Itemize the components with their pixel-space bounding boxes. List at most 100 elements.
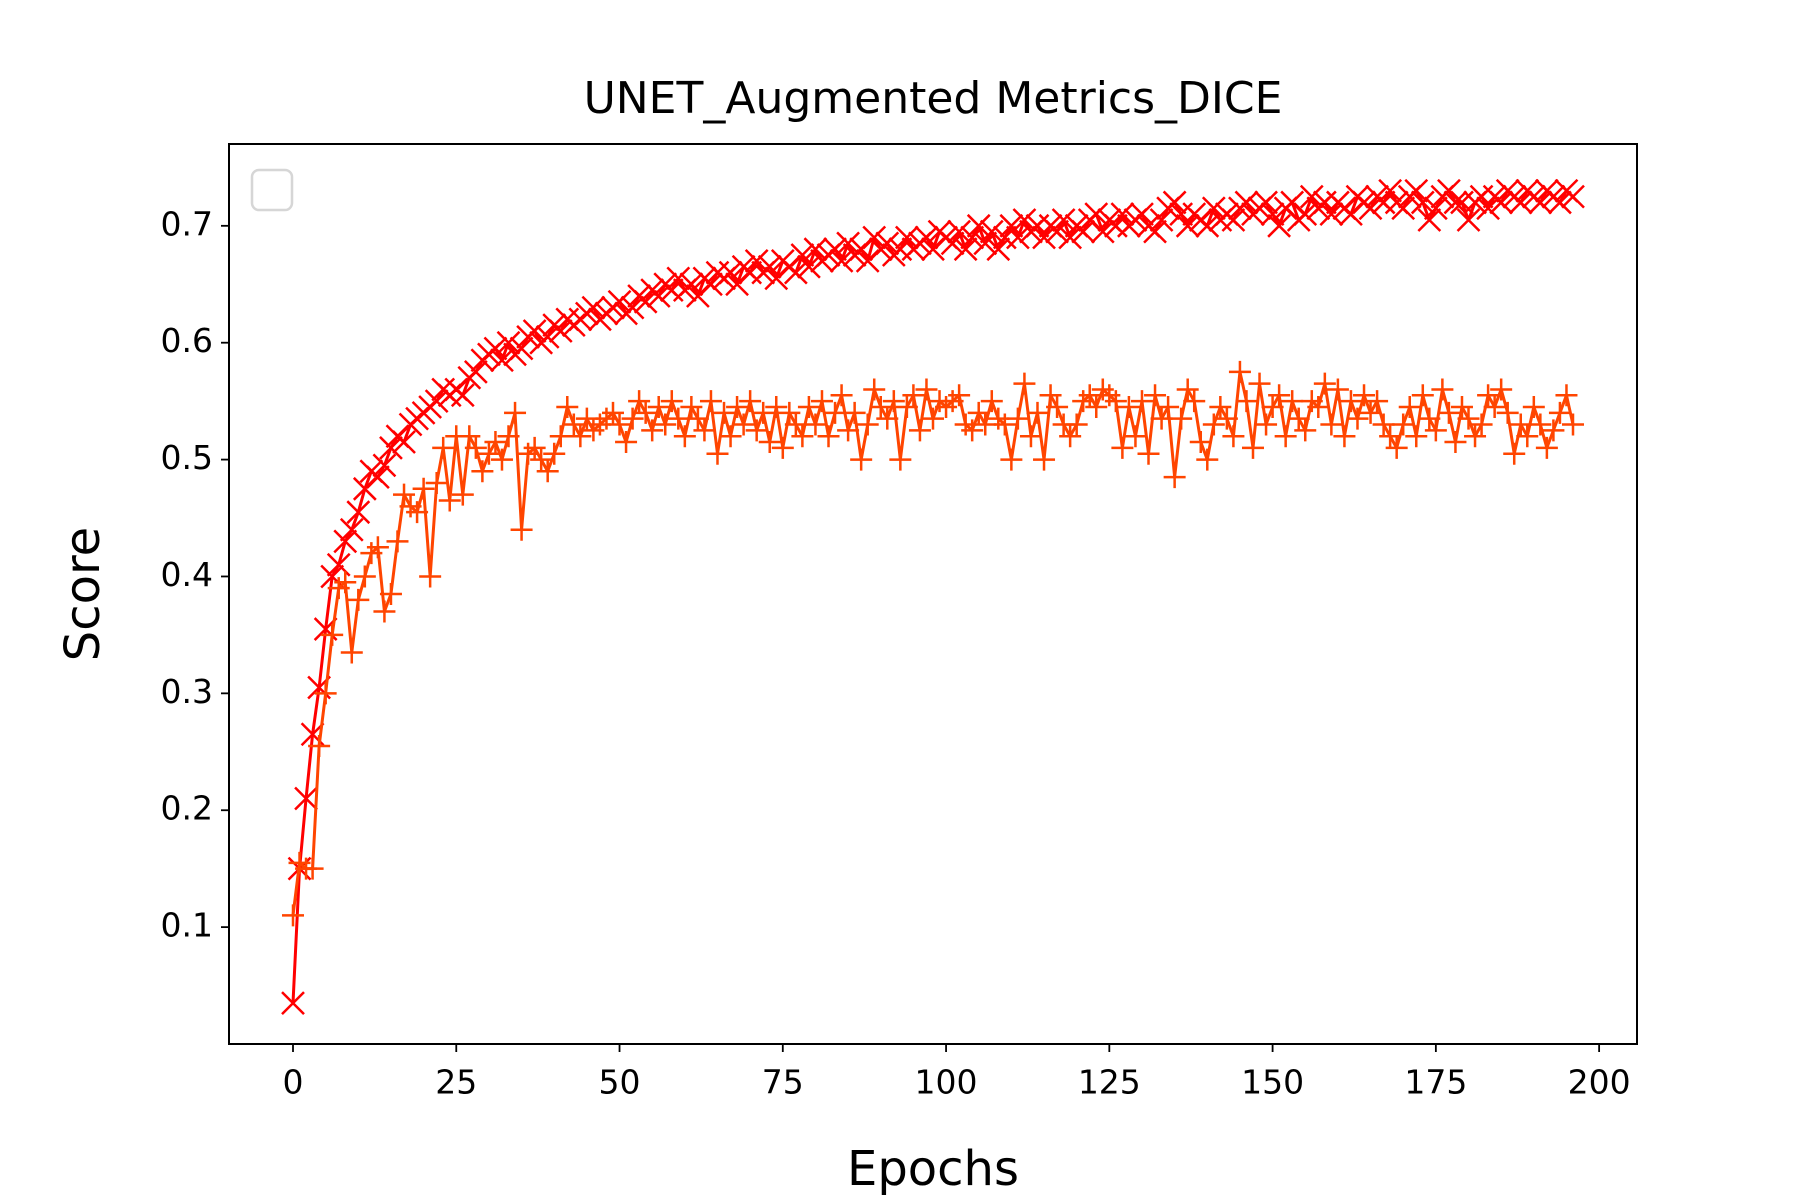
point-marker [1274,425,1297,448]
point-marker [1359,401,1382,424]
point-marker [973,231,998,256]
point-marker [758,431,781,454]
point-marker [1378,178,1403,203]
point-marker [1417,208,1442,232]
point-marker [1548,190,1572,215]
point-marker [979,219,1004,244]
point-marker [641,419,664,442]
point-marker [1157,395,1180,418]
point-marker [1143,219,1167,244]
point-marker [366,536,389,559]
y-tick-label: 0.2 [161,789,213,828]
point-marker [1379,425,1402,448]
point-marker [1267,213,1292,238]
point-marker [961,419,984,442]
point-marker [922,407,944,430]
point-marker [543,442,566,465]
point-marker [679,272,704,297]
point-marker [739,390,762,413]
point-marker [1032,225,1056,250]
point-marker [1026,401,1049,424]
point-marker [1509,413,1532,436]
y-tick-label: 0.6 [161,321,213,360]
point-marker [1019,425,1042,448]
point-marker [980,390,1003,413]
point-marker [862,225,887,250]
x-tick-label: 200 [1568,1063,1631,1102]
point-marker [1110,202,1135,227]
point-marker [347,588,370,611]
point-marker [419,565,442,588]
point-marker [882,390,905,413]
x-tick-label: 25 [435,1063,477,1102]
point-marker [1423,196,1448,221]
point-marker [966,213,991,238]
point-marker [1366,390,1389,413]
point-marker [1006,225,1030,250]
point-marker [778,401,801,424]
point-marker [1529,413,1552,436]
point-marker [1320,413,1343,436]
point-marker [1013,372,1036,395]
point-marker [556,395,579,418]
point-marker [1071,219,1096,244]
point-marker [1385,436,1408,459]
point-marker [810,390,833,413]
point-marker [771,436,794,459]
point-marker [680,395,703,418]
point-marker [1235,390,1258,413]
point-marker [373,600,396,623]
point-marker [548,319,573,343]
point-marker [797,395,820,418]
point-marker [451,483,474,506]
point-marker [1059,425,1082,448]
point-marker [634,401,657,424]
point-marker [783,260,808,285]
point-marker [1522,395,1545,418]
point-marker [1287,407,1310,430]
point-marker [706,442,729,465]
point-marker [1470,413,1493,436]
point-marker [1535,436,1558,459]
point-marker [1130,390,1153,413]
point-marker [953,237,978,262]
point-marker [1196,448,1219,471]
point-marker [1333,425,1356,448]
point-marker [602,401,624,424]
point-marker [1189,431,1212,454]
point-marker [824,401,847,424]
point-marker [607,289,632,314]
point-marker [902,384,925,407]
point-marker [393,483,416,506]
point-marker [693,419,716,442]
point-marker [412,477,435,500]
x-tick-label: 125 [1078,1063,1141,1102]
point-marker [784,413,807,436]
point-marker [889,448,912,471]
point-marker [1392,413,1415,436]
point-marker [1150,407,1173,430]
point-marker [732,413,755,436]
y-tick-label: 0.4 [161,555,213,594]
point-marker [1398,395,1421,418]
point-marker [1260,202,1285,227]
point-marker [301,857,324,880]
point-marker [744,248,769,273]
point-marker [686,407,709,430]
point-marker [321,623,344,646]
point-marker [490,348,514,373]
point-marker [960,225,985,250]
point-marker [1437,401,1460,424]
point-marker [633,289,658,314]
point-marker [1542,419,1565,442]
point-marker [699,390,722,413]
point-marker [628,390,651,413]
point-marker [1339,390,1362,413]
point-marker [1346,407,1369,430]
point-marker [1410,190,1435,215]
point-marker [673,425,696,448]
point-marker [1033,448,1056,471]
point-marker [1489,190,1514,215]
point-marker [1404,178,1429,203]
point-marker [353,565,376,588]
